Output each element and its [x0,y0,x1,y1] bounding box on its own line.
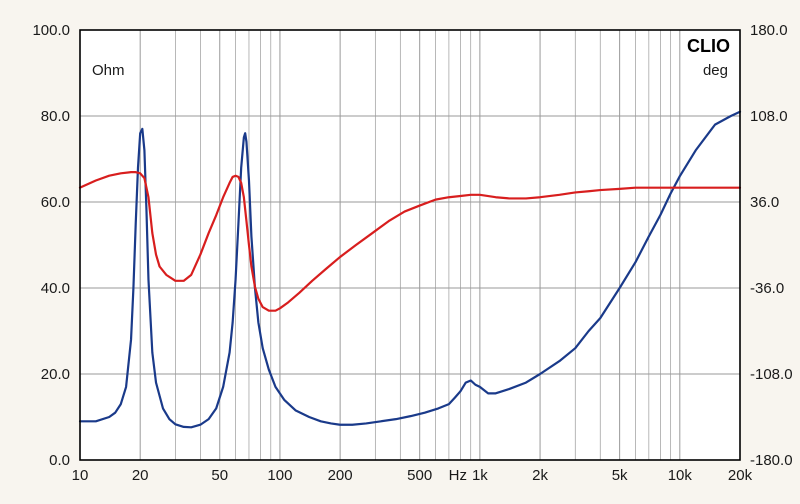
x-tick-label: 10k [668,467,693,484]
x-tick-label: 200 [328,467,353,484]
x-tick-label: 10 [72,467,89,484]
impedance-phase-chart: 10 20 50 100 200 500 Hz 1k 2k 5k 10k 20k 0.0 20.0 40.0… [0,0,800,504]
x-tick-label: 20 [132,467,149,484]
y-right-tick-label: -108.0 [750,366,793,383]
x-tick-label: 50 [211,467,228,484]
brand-label: CLIO [687,36,730,56]
y-right-tick-label: -180.0 [750,452,793,469]
y-left-tick-label: 0.0 [49,452,70,469]
x-tick-label: 1k [472,467,488,484]
x-tick-label: 500 [407,467,432,484]
y-right-unit-label: deg [703,62,728,79]
y-left-tick-label: 20.0 [41,366,70,383]
x-tick-label: 20k [728,467,753,484]
y-left-tick-label: 100.0 [32,22,70,39]
y-right-tick-label: 36.0 [750,194,779,211]
x-tick-label: 100 [267,467,292,484]
y-left-unit-label: Ohm [92,62,125,79]
y-left-tick-label: 40.0 [41,280,70,297]
x-tick-label: 2k [532,467,548,484]
y-right-tick-label: -36.0 [750,280,784,297]
x-unit-label: Hz [449,467,467,484]
x-tick-label: 5k [612,467,628,484]
y-left-tick-label: 80.0 [41,108,70,125]
y-left-tick-label: 60.0 [41,194,70,211]
y-right-tick-label: 180.0 [750,22,788,39]
chart-container: 10 20 50 100 200 500 Hz 1k 2k 5k 10k 20k 0.0 20.0 40.0… [0,0,800,504]
y-right-tick-label: 108.0 [750,108,788,125]
